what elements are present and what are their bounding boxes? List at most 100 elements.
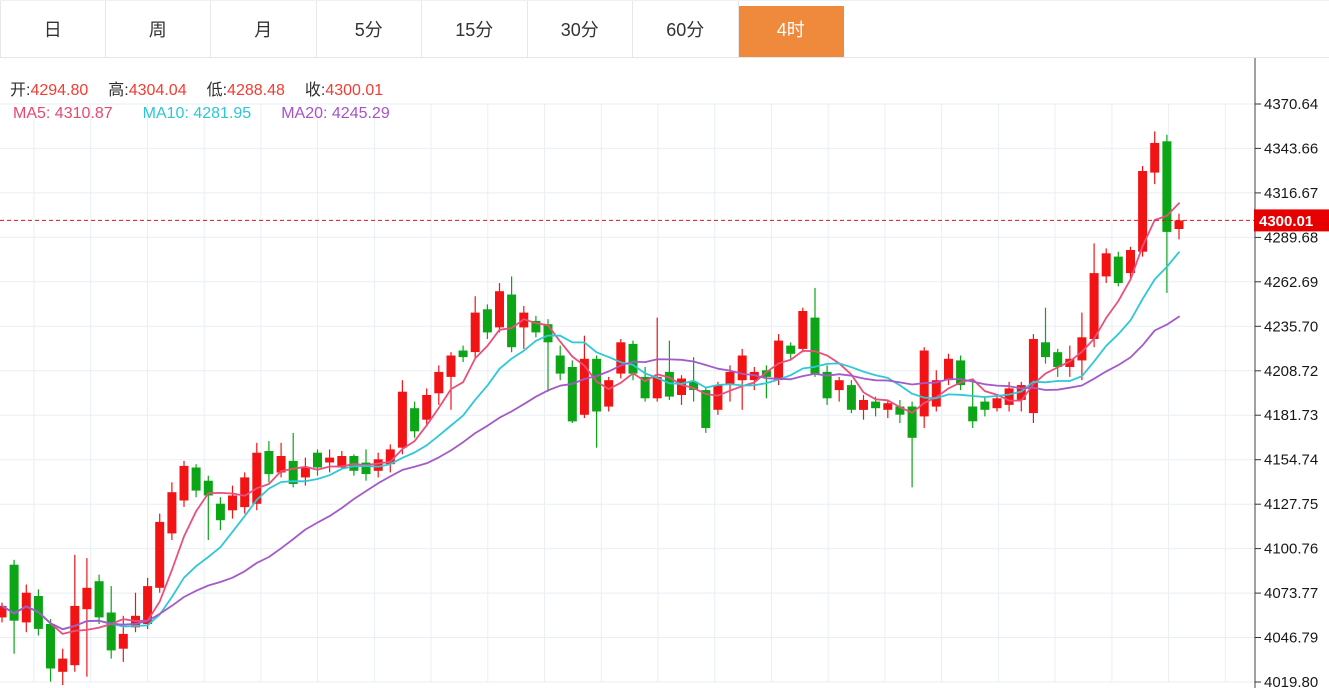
- candle-body: [1041, 342, 1050, 358]
- candle-body: [737, 355, 747, 381]
- close-label: 收:: [304, 82, 326, 99]
- candle-body: [70, 605, 80, 666]
- price-axis-label: 4316.67: [1264, 185, 1318, 202]
- candle-body: [689, 381, 699, 390]
- candle-body: [798, 311, 808, 349]
- ma-legend: MA5: 4310.87 MA10: 4281.95 MA20: 4245.29: [13, 105, 420, 123]
- timeframe-tab-日[interactable]: 日: [0, 1, 106, 57]
- price-axis-label: 4343.66: [1264, 140, 1318, 157]
- candle-body: [1004, 388, 1014, 405]
- high-label: 高:: [108, 82, 129, 99]
- candle-body: [980, 401, 990, 410]
- candle-body: [0, 605, 7, 618]
- candle-body: [179, 465, 189, 501]
- candle-body: [1150, 142, 1160, 173]
- ma10-legend: MA10: 4281.95: [142, 105, 252, 122]
- candle-body: [495, 291, 504, 328]
- timeframe-tab-周[interactable]: 周: [105, 1, 211, 57]
- candle-body: [992, 398, 1002, 409]
- candle-body: [446, 355, 456, 377]
- candle-body: [361, 462, 371, 475]
- timeframe-tab-30分[interactable]: 30分: [527, 1, 633, 57]
- candle-body: [507, 294, 517, 348]
- current-price-value: 4300.01: [1259, 213, 1313, 230]
- candle-body: [701, 390, 711, 428]
- candle-body: [1174, 220, 1184, 229]
- candle-body: [1028, 339, 1038, 414]
- candle-body: [300, 467, 310, 478]
- candle-body: [373, 459, 383, 471]
- high-value: 4304.04: [128, 82, 187, 99]
- candle-body: [664, 371, 674, 397]
- candle-body: [592, 358, 602, 412]
- timeframe-tab-15分[interactable]: 15分: [422, 1, 528, 57]
- price-axis-label: 4019.80: [1264, 674, 1318, 688]
- candle-body: [215, 503, 225, 521]
- price-axis-label: 4289.68: [1264, 229, 1318, 246]
- price-axis-label: 4127.75: [1264, 496, 1318, 513]
- candle-body: [907, 406, 917, 438]
- price-axis-label: 4208.72: [1264, 363, 1318, 380]
- candle-body: [264, 451, 274, 475]
- candle-body: [82, 587, 92, 610]
- candle-body: [167, 492, 177, 534]
- candle-body: [713, 385, 723, 410]
- candle-body: [288, 460, 298, 484]
- candle-body: [228, 495, 237, 511]
- candle-body: [276, 456, 286, 473]
- candle-body: [106, 612, 116, 651]
- candle-body: [470, 312, 480, 353]
- candle-body: [482, 309, 492, 333]
- candle-body: [458, 350, 468, 358]
- candle-body: [1101, 253, 1111, 277]
- candle-body: [1126, 250, 1135, 274]
- candle-body: [956, 360, 966, 386]
- timeframe-tab-bar: 日周月 5分 15分 30分 60分 4时: [0, 0, 1329, 58]
- candle-body: [385, 449, 395, 465]
- price-axis-label: 4370.64: [1264, 96, 1318, 113]
- candle-body: [883, 403, 893, 410]
- candle-body: [46, 624, 55, 669]
- candle-body: [58, 658, 68, 672]
- timeframe-tab-5分[interactable]: 5分: [316, 1, 422, 57]
- candle-body: [834, 380, 844, 391]
- candle-body: [1053, 352, 1063, 367]
- open-label: 开:: [10, 82, 31, 99]
- candle-body: [155, 521, 165, 588]
- open-value: 4294.80: [30, 82, 89, 99]
- price-axis-label: 4154.74: [1264, 452, 1318, 469]
- kline-chart-canvas[interactable]: 4370.64 4343.66 4316.67 4289.68 4262.69 4235.…: [0, 58, 1329, 688]
- candle-body: [337, 456, 347, 468]
- candle-body: [846, 385, 856, 410]
- candle-body: [252, 452, 262, 504]
- candle-body: [944, 358, 953, 381]
- candle-body: [604, 380, 614, 407]
- candle-body: [567, 367, 577, 422]
- timeframe-tab-60分[interactable]: 60分: [633, 1, 739, 57]
- low-value: 4288.48: [227, 82, 285, 99]
- candle-body: [325, 457, 335, 463]
- candle-body: [313, 452, 322, 468]
- candle-body: [143, 586, 153, 624]
- price-axis-label: 4235.70: [1264, 318, 1318, 335]
- ma20-legend: MA20: 4245.29: [281, 105, 390, 122]
- candle-body: [422, 395, 432, 420]
- candle-body: [677, 378, 686, 395]
- candle-body: [94, 581, 104, 618]
- current-price-tag: [1254, 209, 1329, 232]
- candle-body: [871, 401, 881, 409]
- candle-body: [931, 380, 941, 407]
- candle-body: [1065, 358, 1075, 367]
- price-axis-label: 4073.77: [1264, 585, 1318, 602]
- candle-body: [410, 408, 420, 432]
- candle-body: [810, 317, 820, 374]
- price-axis-label: 4100.76: [1264, 541, 1318, 558]
- candle-body: [579, 358, 589, 415]
- low-label: 低:: [206, 82, 228, 99]
- timeframe-tab-4时[interactable]: 4时: [738, 1, 844, 57]
- close-value: 4300.01: [325, 82, 384, 99]
- candle-body: [21, 592, 31, 623]
- candle-body: [616, 342, 626, 374]
- timeframe-tab-月[interactable]: 月: [211, 1, 317, 57]
